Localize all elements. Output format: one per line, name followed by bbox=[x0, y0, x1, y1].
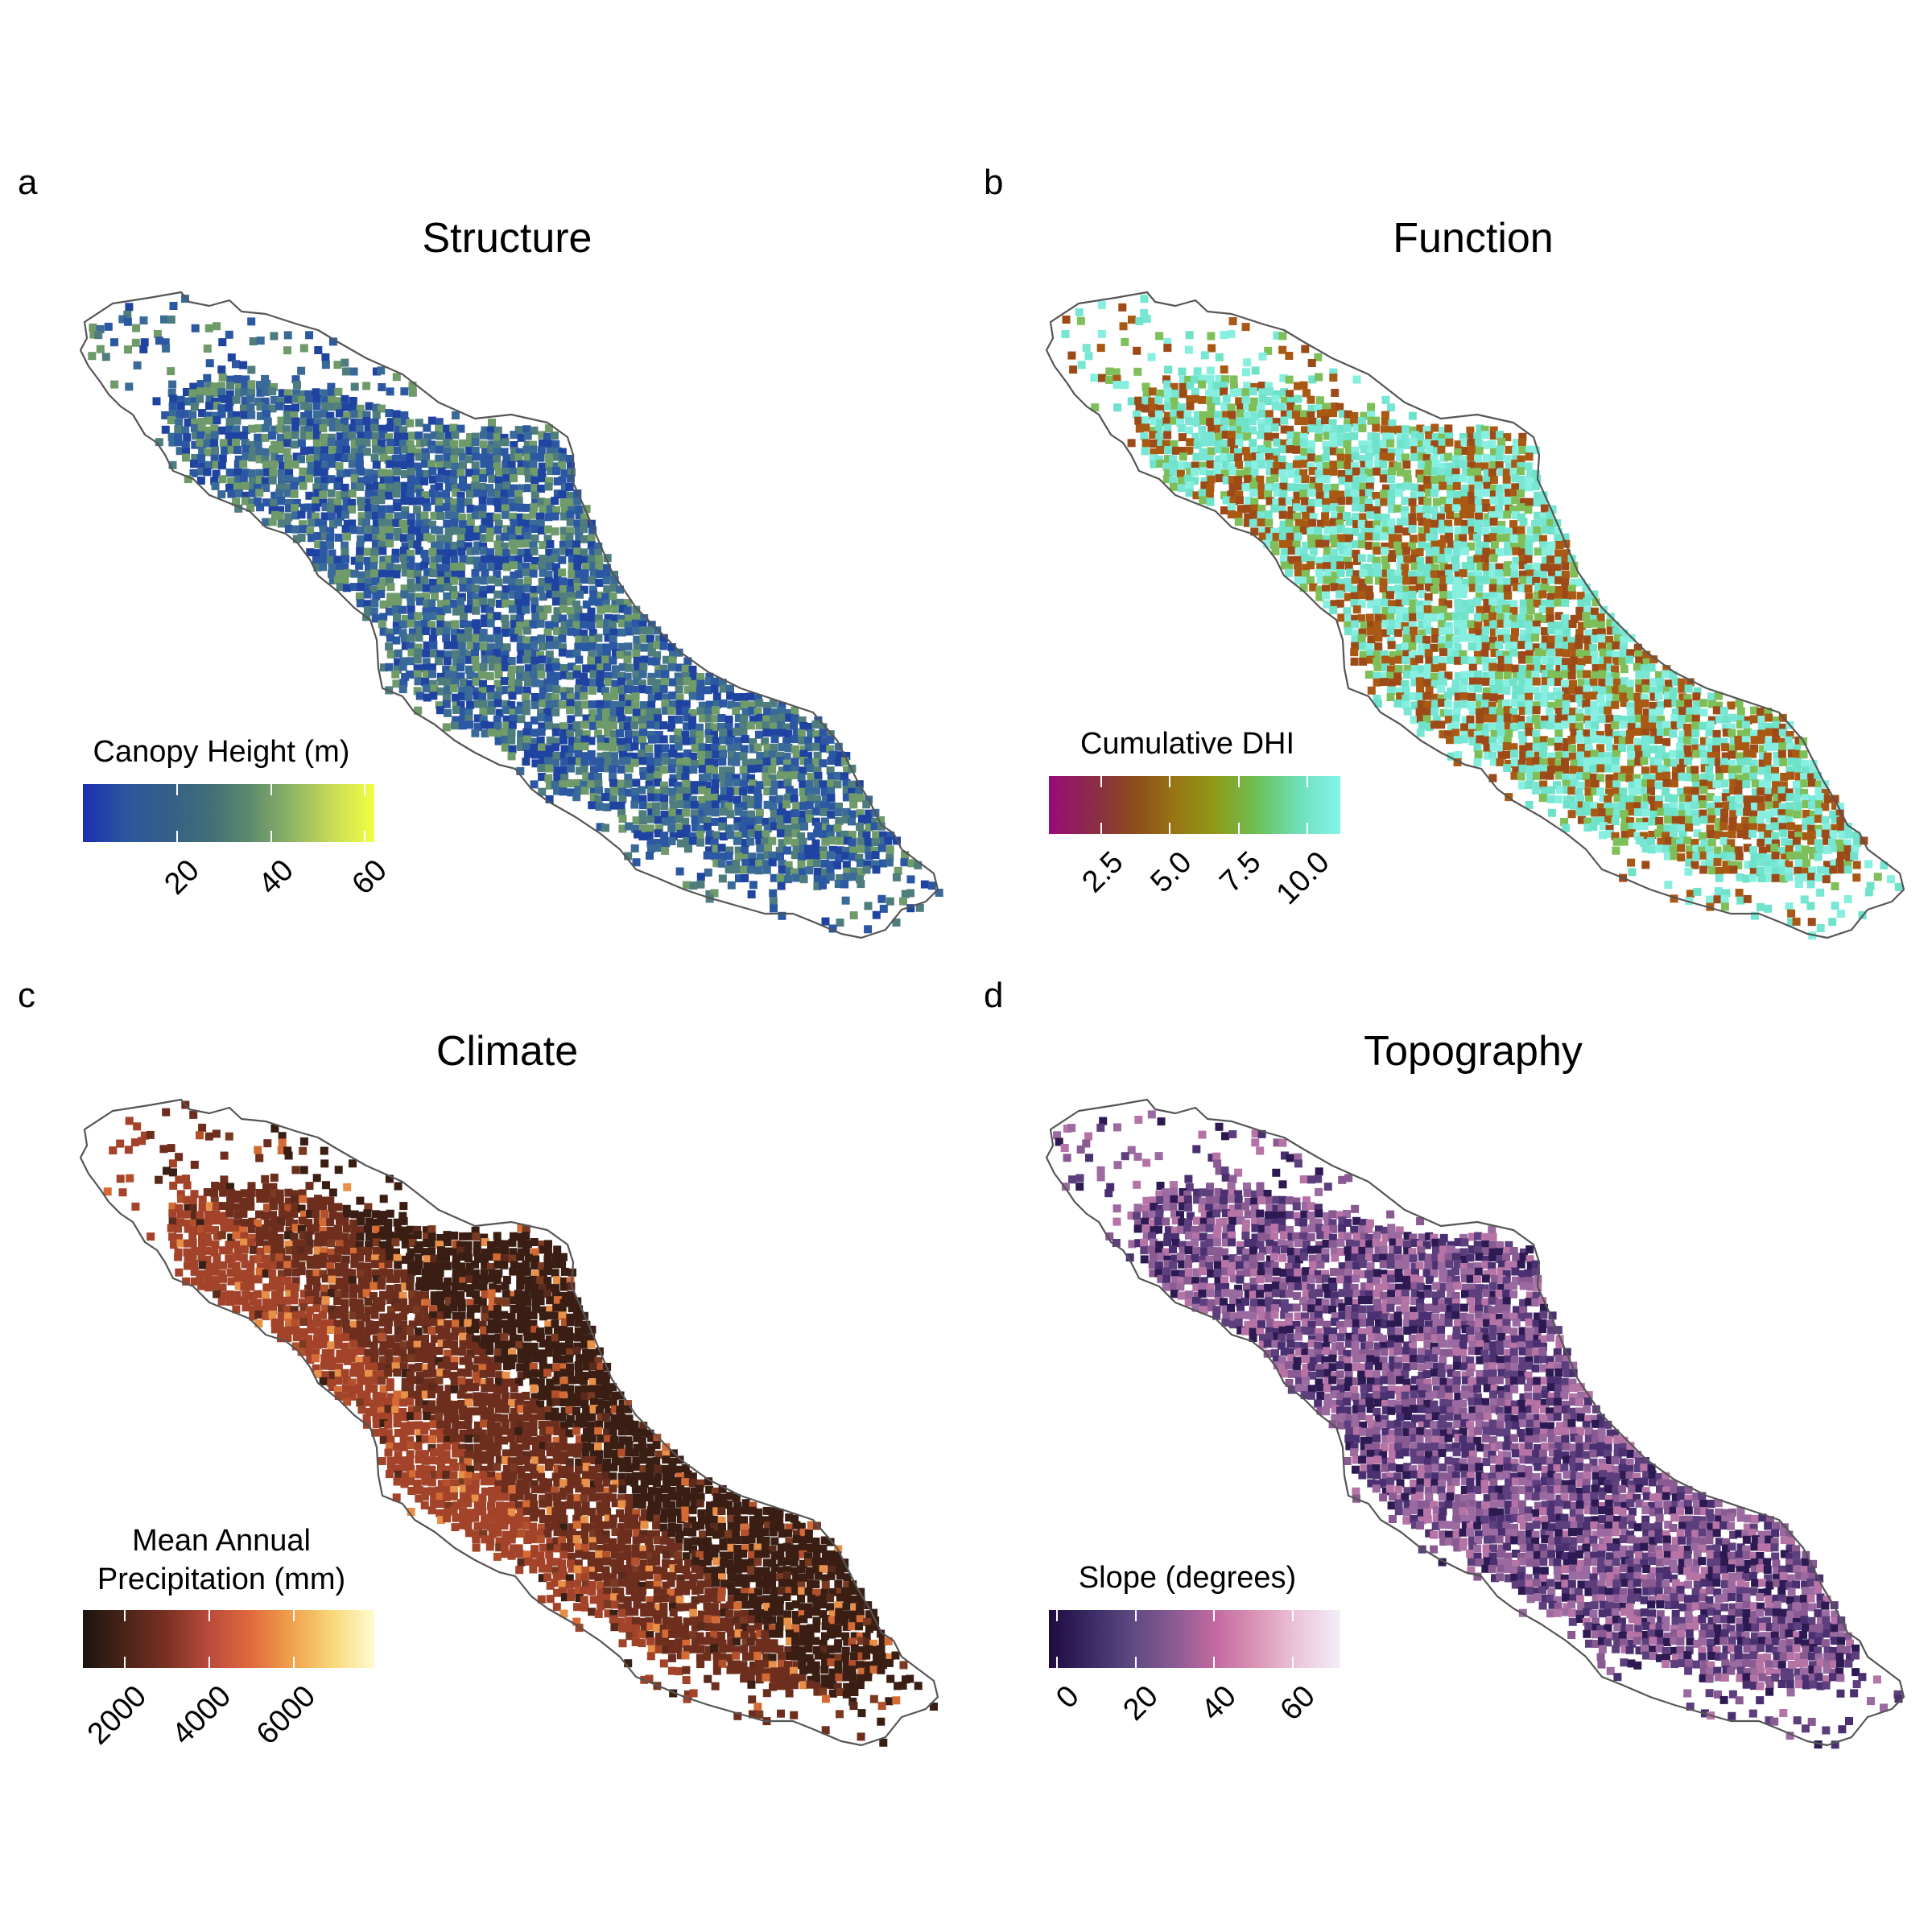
colorbar-tick bbox=[1307, 776, 1309, 787]
colorbar-tick bbox=[208, 1610, 211, 1621]
map-topography bbox=[1045, 1098, 1905, 1749]
colorbar bbox=[1049, 1610, 1340, 1668]
colorbar-tick bbox=[1237, 823, 1240, 834]
colorbar-tick bbox=[1134, 1610, 1137, 1621]
legend-title: Cumulative DHI bbox=[1080, 727, 1295, 761]
colorbar-tick bbox=[1213, 1610, 1216, 1621]
panel-function: b Function Cumulative DHI 2.5 5.0 7.5 10.0 bbox=[966, 153, 1932, 966]
panel-title: Structure bbox=[422, 215, 592, 262]
colorbar-tick bbox=[1292, 1657, 1294, 1668]
colorbar-tick bbox=[364, 784, 366, 795]
panel-climate: c Climate Mean Annual Precipitation (mm)… bbox=[0, 966, 966, 1779]
colorbar-tick bbox=[293, 1610, 295, 1621]
colorbar-tick bbox=[1100, 823, 1102, 834]
colorbar-tick bbox=[1169, 823, 1171, 834]
map-raster bbox=[79, 291, 943, 939]
panel-title: Topography bbox=[1364, 1028, 1583, 1075]
panel-letter: d bbox=[984, 976, 1004, 1015]
colorbar bbox=[83, 784, 374, 842]
colorbar-tick bbox=[1237, 776, 1240, 787]
colorbar-tick bbox=[364, 831, 366, 842]
colorbar-tick bbox=[1055, 1610, 1058, 1621]
colorbar-tick bbox=[1169, 776, 1171, 787]
colorbar-tick bbox=[124, 1657, 126, 1668]
legend-title: Slope (degrees) bbox=[1078, 1561, 1297, 1595]
colorbar-tick bbox=[175, 784, 178, 795]
legend-title-line-2: Precipitation (mm) bbox=[97, 1563, 346, 1596]
panel-letter: c bbox=[18, 976, 35, 1015]
colorbar-tick bbox=[1292, 1610, 1294, 1621]
colorbar-tick bbox=[1055, 1657, 1058, 1668]
colorbar-tick bbox=[1213, 1657, 1216, 1668]
colorbar-tick bbox=[175, 831, 178, 842]
map-function bbox=[1045, 291, 1905, 940]
panel-letter: a bbox=[18, 163, 38, 202]
map-raster bbox=[1045, 1098, 1905, 1749]
colorbar-tick bbox=[293, 1657, 295, 1668]
colorbar-tick bbox=[1100, 776, 1102, 787]
panel-structure: a Structure Canopy Height (m) 20 40 60 bbox=[0, 153, 966, 966]
colorbar-tick bbox=[208, 1657, 211, 1668]
panel-topography: d Topography Slope (degrees) 0 20 40 60 bbox=[966, 966, 1932, 1779]
colorbar-tick bbox=[1134, 1657, 1137, 1668]
map-structure bbox=[79, 291, 943, 939]
colorbar-tick bbox=[124, 1610, 126, 1621]
panel-title: Climate bbox=[436, 1028, 579, 1075]
coastline bbox=[79, 1098, 939, 1747]
panel-letter: b bbox=[984, 163, 1004, 202]
legend-title: Canopy Height (m) bbox=[93, 735, 350, 769]
colorbar bbox=[1049, 776, 1340, 834]
legend-title-line-1: Mean Annual bbox=[132, 1524, 311, 1558]
colorbar-tick bbox=[270, 784, 272, 795]
map-climate bbox=[79, 1098, 939, 1747]
panel-title: Function bbox=[1393, 215, 1554, 262]
colorbar-tick bbox=[1307, 823, 1309, 834]
colorbar bbox=[83, 1610, 374, 1668]
coastline bbox=[1045, 291, 1905, 939]
colorbar-tick bbox=[270, 831, 272, 842]
coastline bbox=[1045, 1098, 1905, 1747]
map-raster bbox=[1045, 291, 1905, 940]
coastline bbox=[79, 291, 939, 939]
map-raster bbox=[79, 1098, 939, 1747]
